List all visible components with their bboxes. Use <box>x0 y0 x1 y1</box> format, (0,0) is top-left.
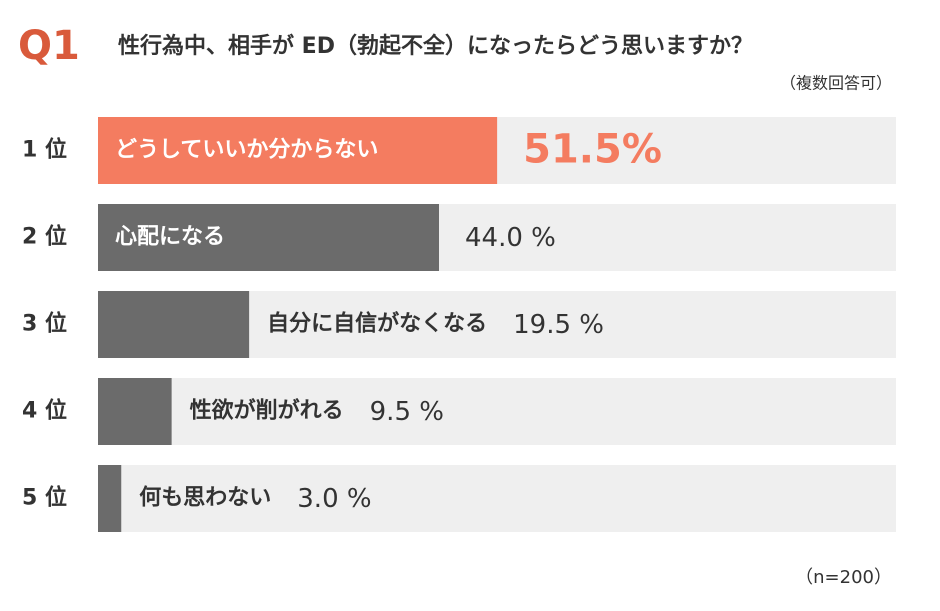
value-label: 3.0 % <box>297 484 371 514</box>
category-label: 性欲が削がれる <box>190 398 344 424</box>
bar <box>98 291 250 358</box>
rank-label: 2 位 <box>22 224 67 250</box>
question-label: Q1 <box>18 23 80 69</box>
bar <box>98 465 122 532</box>
bar-track <box>98 465 896 532</box>
sample-note: （n=200） <box>795 567 892 588</box>
bar <box>98 117 498 184</box>
value-label: 44.0 % <box>465 223 556 253</box>
rank-label: 3 位 <box>22 311 67 337</box>
value-label: 51.5% <box>523 127 662 173</box>
bar <box>98 204 439 271</box>
bar <box>98 378 172 445</box>
chart-title: 性行為中、相手が ED（勃起不全）になったらどう思いますか？ <box>118 33 753 59</box>
rank-label: 4 位 <box>22 398 67 424</box>
value-label: 9.5 % <box>370 397 444 427</box>
category-label: 何も思わない <box>139 485 271 511</box>
category-label: どうしていいか分からない <box>115 138 378 163</box>
subtitle: （複数回答可） <box>780 74 892 93</box>
category-label: 自分に自信がなくなる <box>267 311 487 337</box>
rank-label: 1 位 <box>22 137 67 163</box>
rank-label: 5 位 <box>22 485 67 511</box>
value-label: 19.5 % <box>513 310 604 340</box>
category-label: 心配になる <box>115 225 225 250</box>
bar-track <box>98 378 896 445</box>
